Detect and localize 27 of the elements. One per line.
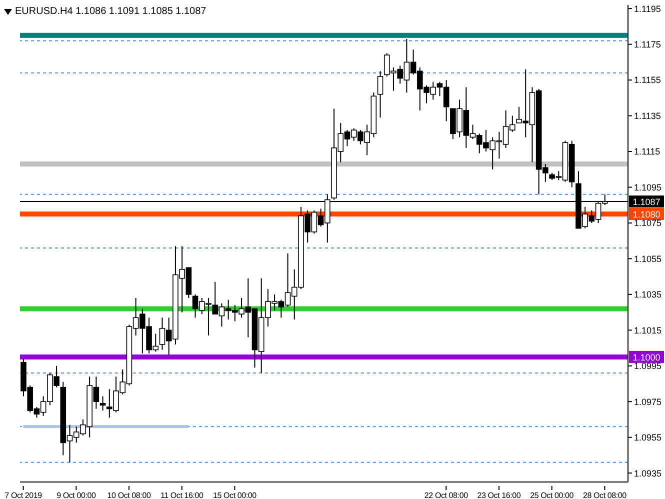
y-tick-label: 1.1095 [634, 182, 662, 192]
y-tick-label: 1.0955 [634, 432, 662, 443]
x-tick-label: 15 Oct 00:00 [213, 491, 258, 499]
ref-line-label: 1.1000 [632, 352, 660, 362]
y-tick-label: 1.0975 [634, 396, 662, 407]
y-tick-label: 1.1135 [634, 110, 661, 121]
y-tick-label: 1.1075 [634, 218, 662, 228]
y-tick-label: 1.0935 [634, 468, 662, 478]
x-tick-label: 25 Oct 00:00 [530, 491, 574, 499]
x-tick-label: 28 Oct 08:00 [582, 491, 628, 499]
y-tick-label: 1.0995 [634, 361, 662, 372]
chart-title: EURUSD.H4 1.1086 1.1091 1.1085 1.1087 [15, 6, 206, 17]
y-tick-label: 1.1195 [634, 4, 661, 14]
x-tick-label: 11 Oct 16:00 [160, 491, 204, 499]
x-tick-label: 7 Oct 2019 [4, 491, 43, 499]
y-tick-label: 1.1035 [634, 290, 662, 300]
x-tick-label: 9 Oct 00:00 [56, 491, 96, 499]
ref-line-label: 1.1080 [632, 210, 660, 220]
ref-line-label: 1.1087 [632, 197, 660, 208]
y-tick-label: 1.1055 [634, 254, 662, 264]
y-tick-label: 1.1015 [634, 325, 662, 336]
x-tick-label: 23 Oct 16:00 [477, 491, 522, 499]
y-tick-label: 1.1115 [634, 146, 660, 157]
y-tick-label: 1.1175 [634, 40, 661, 50]
x-tick-label: 22 Oct 08:00 [424, 491, 469, 499]
x-tick-label: 10 Oct 08:00 [107, 491, 152, 499]
y-tick-label: 1.1155 [634, 75, 661, 86]
